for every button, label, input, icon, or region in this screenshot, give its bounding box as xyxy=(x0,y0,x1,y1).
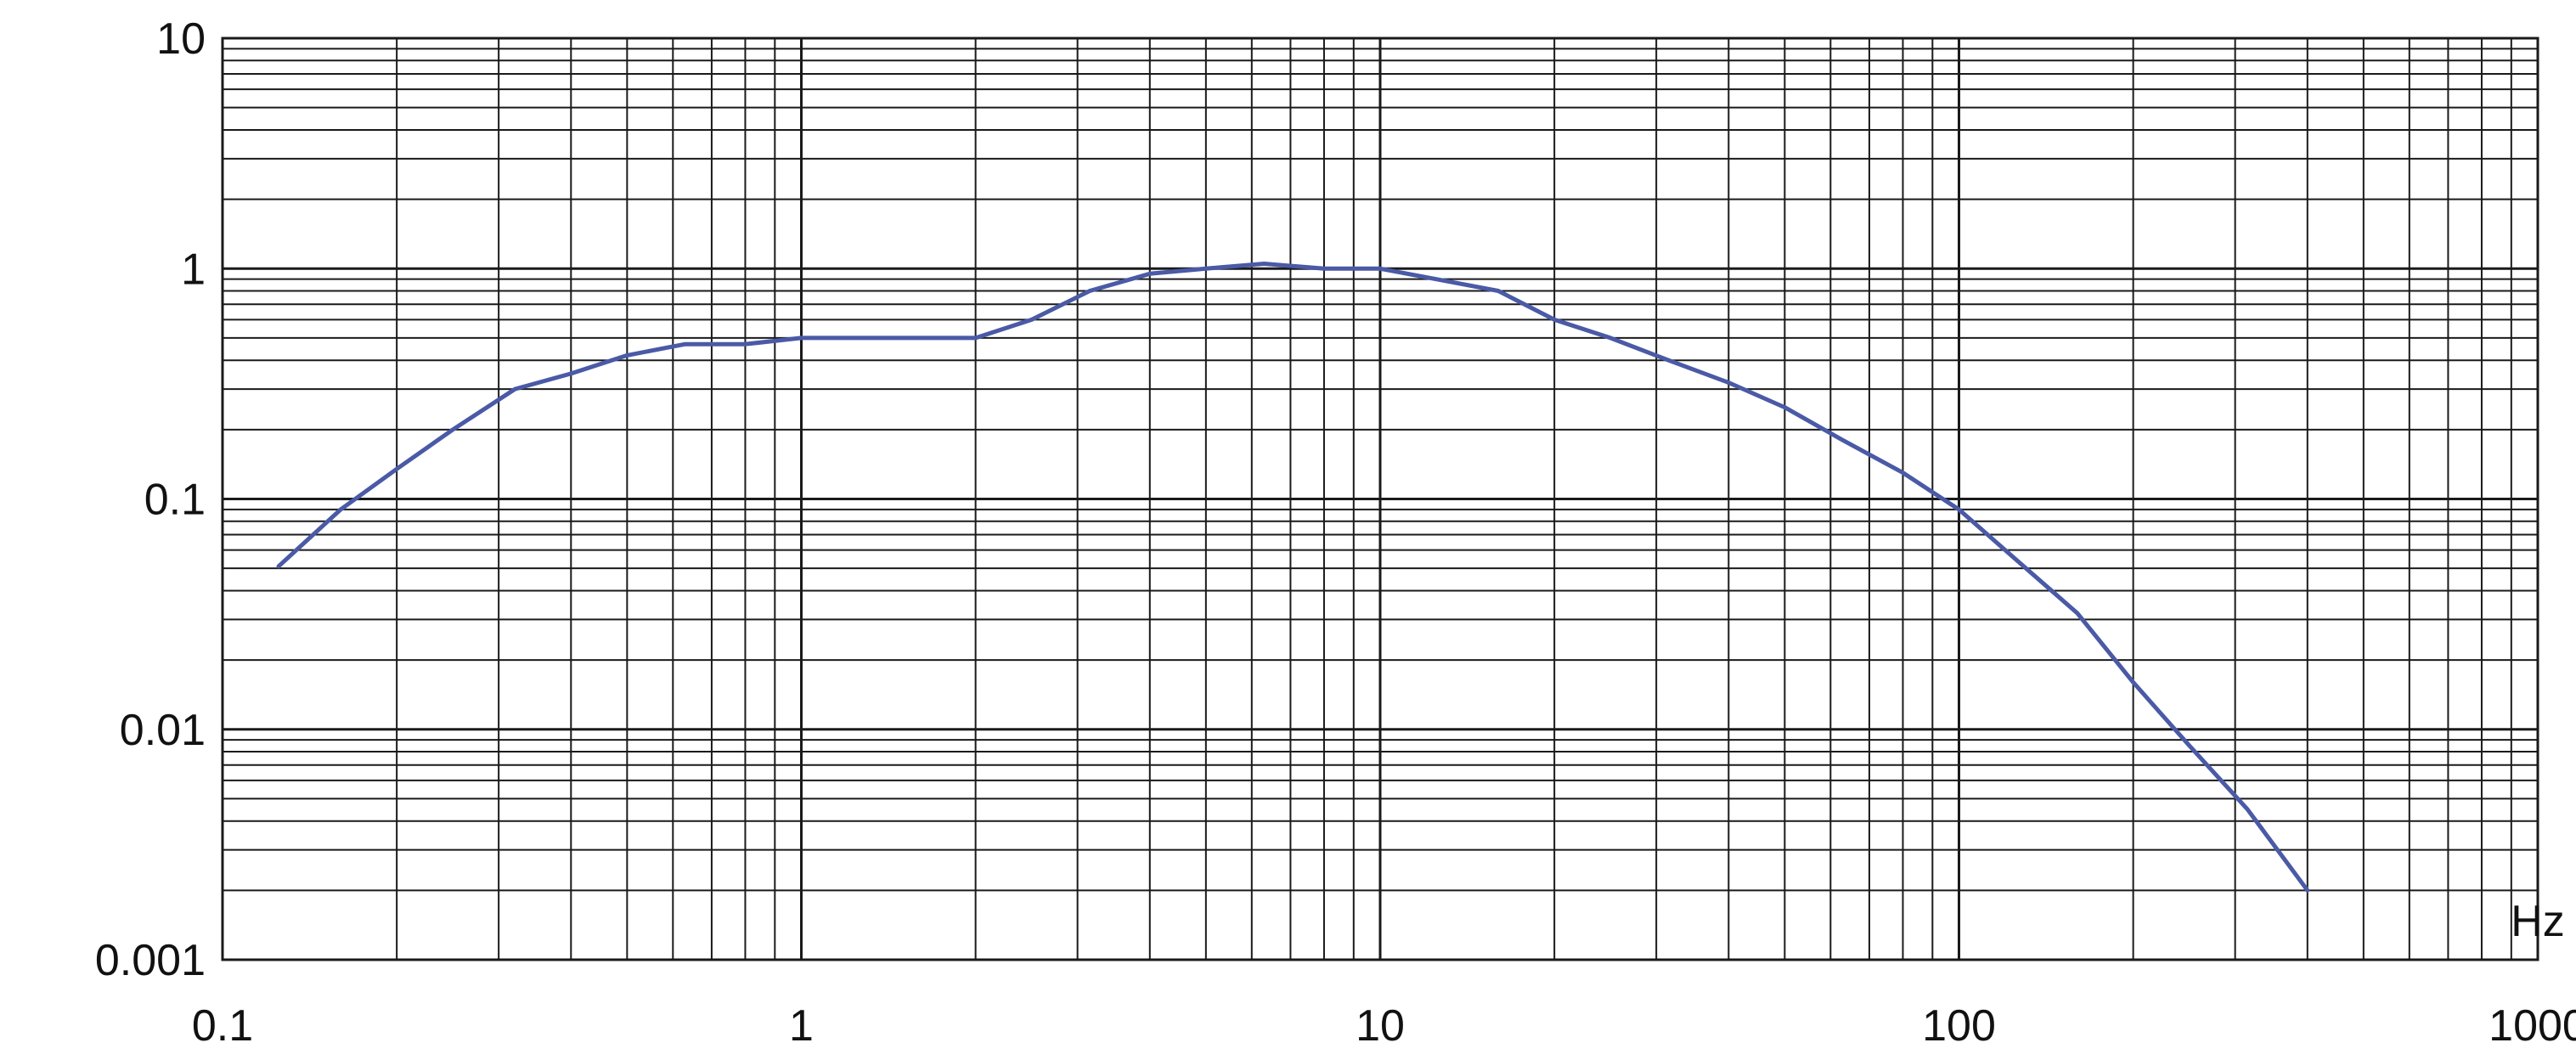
x-axis-tick-labels: 0.1 1 10 100 1000 xyxy=(192,1001,2576,1051)
x-tick-label: 0.1 xyxy=(192,1001,253,1051)
y-tick-label: 0.1 xyxy=(144,476,206,525)
series-layer xyxy=(276,262,2310,893)
y-tick-label: 0.001 xyxy=(95,936,206,985)
plot-border xyxy=(221,37,2539,961)
series-line xyxy=(276,262,2310,893)
y-axis-tick-labels: 10 1 0.1 0.01 0.001 xyxy=(95,14,206,985)
y-tick-label: 0.01 xyxy=(120,706,206,755)
x-axis-unit-label: Hz xyxy=(2511,897,2565,946)
x-tick-label: 100 xyxy=(1922,1001,1996,1051)
y-tick-label: 10 xyxy=(156,14,206,64)
x-tick-label: 1 xyxy=(789,1001,814,1051)
x-tick-label: 1000 xyxy=(2489,1001,2576,1051)
x-tick-label: 10 xyxy=(1356,1001,1405,1051)
y-tick-label: 1 xyxy=(181,245,206,294)
plot-frame xyxy=(221,37,2539,961)
grid xyxy=(221,38,2538,961)
